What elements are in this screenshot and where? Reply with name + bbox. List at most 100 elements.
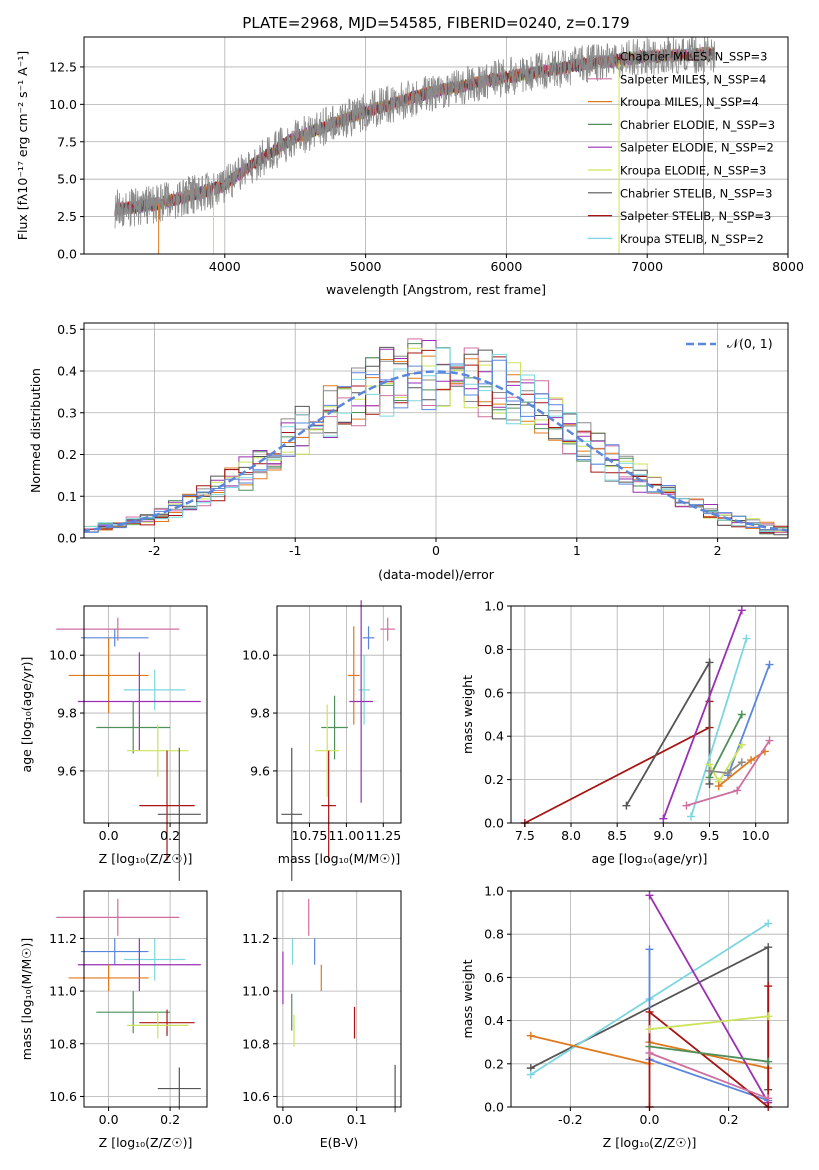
- y-tick-label: 10.8: [242, 1036, 270, 1051]
- y-tick-label: 11.2: [242, 931, 270, 946]
- x-tick-label: 0.2: [719, 1112, 739, 1127]
- weight-marker: [622, 801, 631, 810]
- x-tick-label: 0: [432, 543, 440, 558]
- x-tick-label: 0.0: [640, 1112, 660, 1127]
- weight-marker: [737, 710, 746, 719]
- x-axis-label: Z [log₁₀(Z/Z☉)]: [603, 1135, 697, 1150]
- error-bar-point: [321, 695, 348, 760]
- weight-series: [659, 606, 746, 823]
- error-bar-point: [80, 938, 149, 965]
- y-tick-label: 1.0: [484, 884, 504, 899]
- error-bar-point: [68, 637, 149, 714]
- weight-marker: [764, 1057, 773, 1066]
- x-tick-label: 4000: [209, 259, 241, 274]
- y-axis-label: mass weight: [460, 959, 475, 1038]
- y-tick-label: 0.0: [57, 247, 77, 262]
- y-axis-label: Flux [fλ10⁻¹⁷ erg cm⁻² s⁻¹ A⁻¹]: [15, 51, 30, 240]
- error-bar-point: [139, 1009, 195, 1036]
- error-bar-point: [157, 747, 201, 881]
- age_vs_mass-frame: [276, 605, 402, 824]
- age_vs_mass-grid: [277, 606, 401, 823]
- age_vs_Z-grid: [84, 606, 207, 823]
- weight-marker: [645, 1025, 654, 1034]
- error-bar-point: [96, 991, 171, 1034]
- weight-marker: [687, 812, 696, 821]
- weight-line: [648, 949, 769, 1102]
- legend-label: Chabrier MILES, N_SSP=3: [620, 50, 767, 64]
- x-tick-label: 7000: [631, 259, 663, 274]
- y-tick-label: 0.0: [484, 816, 504, 831]
- age_vs_mass-plot: [281, 600, 396, 881]
- x-tick-label: 5000: [350, 259, 382, 274]
- x-tick-label: 8.0: [561, 828, 581, 843]
- y-axis-label: Normed distribution: [28, 368, 43, 493]
- weight_vs_Z-plot: [526, 891, 773, 1111]
- y-tick-label: 0.0: [57, 531, 77, 546]
- mass_vs_Z-frame: [83, 890, 208, 1108]
- weight-marker: [645, 1007, 654, 1016]
- x-axis-label: mass [log₁₀(M/M☉)]: [278, 851, 400, 866]
- weight-marker: [645, 945, 654, 954]
- weight-series: [705, 758, 746, 778]
- error-bar-point: [321, 750, 337, 861]
- error-bar-point: [123, 669, 186, 711]
- x-tick-label: 8.5: [607, 828, 627, 843]
- x-axis-label: (data-model)/error: [378, 567, 495, 582]
- weight-series: [687, 634, 751, 821]
- weight-marker: [659, 814, 668, 823]
- error-bar-point: [349, 600, 373, 803]
- x-axis-label: wavelength [Angstrom, rest frame]: [326, 282, 546, 297]
- x-tick-label: 0.1: [347, 1112, 367, 1127]
- y-axis-label: mass [log₁₀(M/M☉)]: [19, 938, 34, 1060]
- x-tick-label: 6000: [490, 259, 522, 274]
- x-tick-label: 9.5: [700, 828, 720, 843]
- y-tick-label: 10.6: [49, 1089, 77, 1104]
- weight-line: [708, 714, 743, 778]
- legend-label: Salpeter MILES, N_SSP=4: [620, 72, 766, 86]
- error-bar-point: [56, 617, 180, 641]
- x-tick-label: -1: [289, 543, 301, 558]
- x-tick-label: 1: [573, 543, 581, 558]
- x-tick-label: 0.2: [160, 1112, 180, 1127]
- error-bar-point: [380, 617, 396, 641]
- weight-line: [690, 638, 748, 817]
- weight-line: [648, 986, 770, 1109]
- y-tick-label: 9.8: [250, 706, 270, 721]
- x-axis-label: Z [log₁₀(Z/Z☉)]: [99, 1135, 193, 1150]
- weight-marker: [737, 758, 746, 767]
- error-bar-point: [68, 964, 149, 992]
- residuals-plot: [84, 338, 788, 538]
- mass_vs_ebv-grid: [277, 891, 401, 1107]
- weight-marker: [526, 1070, 535, 1079]
- error-bar-point: [127, 1012, 189, 1039]
- x-tick-label: 7.5: [515, 828, 535, 843]
- weight-marker: [764, 982, 773, 991]
- x-tick-label: 0.2: [160, 828, 180, 843]
- y-tick-label: 10.0: [49, 648, 77, 663]
- error-bar-point: [96, 701, 171, 754]
- weight-line: [662, 609, 743, 820]
- weight-line: [648, 894, 769, 1104]
- weight-series: [645, 1012, 773, 1034]
- error-bar-point: [56, 898, 180, 936]
- legend-label: Salpeter ELODIE, N_SSP=2: [620, 141, 774, 155]
- x-tick-label: 2: [714, 543, 722, 558]
- y-axis-label: age [log₁₀(age/yr)]: [19, 657, 34, 773]
- weight-marker: [764, 1012, 773, 1021]
- y-tick-label: 9.6: [250, 763, 270, 778]
- x-tick-label: 11.00: [328, 828, 364, 843]
- legend-label: Kroupa ELODIE, N_SSP=3: [620, 164, 766, 178]
- y-tick-label: 0.2: [484, 1056, 504, 1071]
- weight-marker: [764, 919, 773, 928]
- error-bar-point: [139, 750, 195, 861]
- y-tick-label: 11.0: [49, 984, 77, 999]
- x-tick-label: 0.0: [99, 828, 119, 843]
- y-tick-label: 0.5: [57, 322, 77, 337]
- x-tick-label: -0.2: [558, 1112, 582, 1127]
- y-tick-label: 0.4: [484, 1013, 504, 1028]
- legend-label: Chabrier ELODIE, N_SSP=3: [620, 118, 775, 132]
- y-tick-label: 0.3: [57, 405, 77, 420]
- weight-marker: [723, 769, 732, 778]
- error-bar-point: [123, 938, 186, 981]
- y-tick-label: 0.4: [484, 729, 504, 744]
